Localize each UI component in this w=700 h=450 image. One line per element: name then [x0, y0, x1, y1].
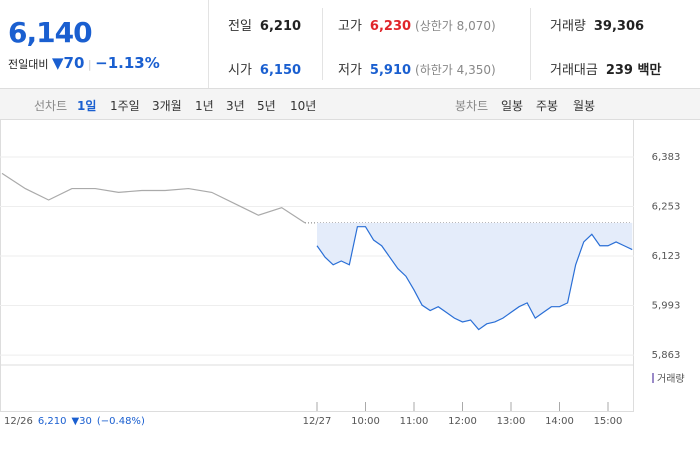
change-pct: −1.13%: [95, 54, 160, 72]
price: 6,140: [8, 16, 93, 49]
change: ▼70: [51, 54, 85, 72]
stat: 거래대금 239 백만: [550, 59, 661, 78]
footer-date: 12/26: [4, 416, 33, 427]
stat: 저가 5,910 (하한가 4,350): [338, 59, 496, 78]
stat: 고가 6,230 (상한가 8,070): [338, 15, 496, 34]
y-tick-label: 6,123: [652, 251, 681, 262]
divider: [208, 0, 209, 88]
stat: 시가 6,150: [228, 59, 301, 78]
stat-label: 거래대금: [550, 63, 598, 78]
x-tick-label: 10:00: [351, 416, 380, 427]
period-tab[interactable]: 일봉: [501, 99, 524, 113]
y-tick-label: 6,253: [652, 201, 681, 212]
volume-legend: 거래량: [657, 373, 685, 385]
stat-note: (상한가 8,070): [415, 19, 496, 33]
stat-value: 6,150: [259, 63, 302, 78]
stat-value: 39,306: [593, 19, 645, 34]
stat-value: 6,210: [259, 19, 302, 34]
volume-legend-swatch: [652, 373, 654, 383]
x-tick-label: 13:00: [497, 416, 526, 427]
period-tab[interactable]: 1일: [77, 99, 97, 113]
footer: 12/26 6,210 ▼30 (−0.48%): [4, 416, 145, 427]
divider: [530, 8, 531, 80]
period-tab[interactable]: 주봉: [536, 99, 559, 113]
stat: 거래량 39,306: [550, 15, 644, 34]
period-tabs: 선차트 1일 1주일 3개월 1년 3년 5년 10년 봉차트 일봉 주봉 월봉: [0, 89, 700, 120]
quote-header: 6,140 전일대비 ▼70 | −1.13% 전일 6,210 고가 6,230 (상…: [0, 0, 700, 89]
y-tick-label: 6,383: [652, 152, 681, 163]
stat-label: 거래량: [550, 19, 586, 34]
x-tick-label: 11:00: [400, 416, 429, 427]
period-tab[interactable]: 월봉: [573, 99, 596, 113]
stat-label: 고가: [338, 19, 362, 34]
footer-change-pct: (−0.48%): [97, 416, 145, 427]
period-tab[interactable]: 5년: [257, 99, 276, 113]
stat-label: 전일: [228, 19, 252, 34]
period-tab[interactable]: 1주일: [110, 99, 140, 113]
stat-value: 5,910: [369, 63, 412, 78]
x-tick-label: 12:00: [448, 416, 477, 427]
chart: 5,863 5,993 6,123 6,253 6,383 12/27 10:00 11:00…: [0, 119, 685, 427]
divider: [322, 8, 323, 80]
footer-close: 6,210: [38, 416, 67, 427]
plot-frame: [0, 119, 634, 412]
stat-note: (하한가 4,350): [415, 63, 496, 77]
change-row: 전일대비 ▼70 | −1.13%: [8, 54, 160, 72]
stat-label: 저가: [338, 63, 362, 78]
period-tab[interactable]: 10년: [290, 99, 317, 113]
area-fill: [317, 222, 633, 330]
period-tab[interactable]: 3개월: [152, 99, 182, 113]
period-tab[interactable]: 1년: [195, 99, 214, 113]
tab-label: 선차트: [34, 99, 68, 113]
stat-label: 시가: [228, 63, 252, 78]
price-line: [1, 172, 306, 224]
y-tick-label: 5,863: [652, 350, 681, 361]
tab-label: 봉차트: [455, 99, 489, 113]
price-line: [316, 226, 633, 331]
x-tick-label: 14:00: [545, 416, 574, 427]
stat: 전일 6,210: [228, 15, 301, 34]
period-tab[interactable]: 3년: [226, 99, 245, 113]
stat-value: 6,230: [369, 19, 412, 34]
change-label: 전일대비: [8, 58, 49, 71]
x-tick-label: 12/27: [303, 416, 332, 427]
y-tick-label: 5,993: [652, 301, 681, 312]
stat-value: 239 백만: [605, 63, 662, 78]
footer-change: ▼30: [71, 416, 91, 427]
x-tick-label: 15:00: [594, 416, 623, 427]
